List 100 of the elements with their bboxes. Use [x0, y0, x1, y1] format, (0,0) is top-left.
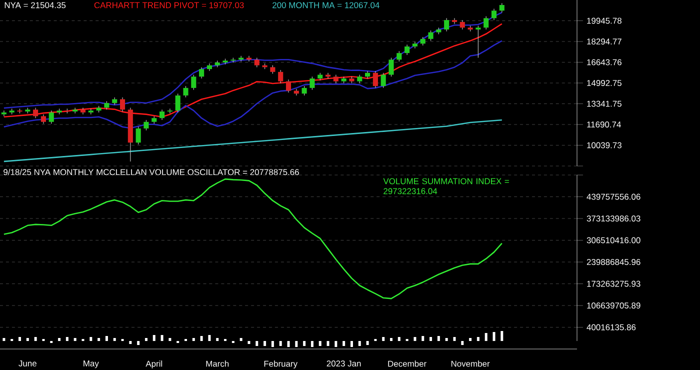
- candlestick: [310, 76, 315, 90]
- candlestick: [396, 50, 402, 62]
- bar: [90, 337, 92, 341]
- candlestick: [199, 66, 204, 79]
- candlestick: [388, 57, 394, 77]
- candlestick: [167, 108, 172, 114]
- bar: [264, 341, 266, 346]
- bar: [208, 335, 211, 341]
- bar: [326, 341, 330, 346]
- x-tick-label: November: [451, 360, 490, 367]
- bar: [152, 335, 156, 341]
- text: 200 MONTH MA = 12067.04: [272, 2, 380, 8]
- bar: [200, 336, 203, 341]
- line-series: [3, 178, 503, 300]
- bar: [144, 338, 148, 341]
- x-tick-label: May: [84, 360, 99, 368]
- y-tick-label: 13341.75: [587, 100, 622, 107]
- bar: [160, 335, 164, 341]
- candlestick: [476, 25, 481, 58]
- bar: [414, 337, 416, 341]
- bar: [129, 341, 132, 344]
- y-tick-label: 373133986.03: [586, 216, 640, 222]
- bar: [318, 341, 322, 346]
- bar: [500, 331, 504, 341]
- bar: [390, 338, 393, 341]
- x-tick-label: June: [18, 360, 36, 366]
- y-tick-label: 239886845.96: [586, 259, 640, 266]
- bar: [366, 341, 369, 345]
- bar: [358, 341, 361, 346]
- candlestick: [499, 2, 504, 13]
- candlestick: [1, 110, 6, 117]
- y-tick-label: 306510416.00: [586, 237, 640, 244]
- bar: [18, 337, 22, 341]
- x-tick-label: 2023 Jan: [326, 360, 361, 367]
- x-tick-label: April: [146, 360, 162, 368]
- bar: [137, 341, 140, 345]
- x-tick-label: March: [206, 360, 229, 367]
- candlestick: [254, 57, 260, 68]
- bar: [437, 336, 440, 341]
- candlestick: [286, 79, 292, 93]
- candlestick: [444, 18, 450, 32]
- bar: [382, 337, 385, 341]
- bar: [279, 341, 282, 346]
- bar: [469, 338, 472, 341]
- candlestick: [175, 93, 180, 113]
- y-tick-label: 40016135.86: [586, 324, 636, 330]
- bar: [492, 332, 496, 341]
- candlestick: [412, 41, 418, 49]
- bar: [26, 338, 29, 341]
- bar: [98, 338, 100, 341]
- candlestick: [136, 126, 141, 145]
- bar: [484, 333, 488, 341]
- bar: [168, 338, 172, 341]
- candlestick: [191, 74, 196, 90]
- chart-title: 9/18/25 NYA MONTHLY MCCLELLAN VOLUME OSCILLATOR = 20778875.66: [4, 168, 299, 176]
- bar: [58, 338, 61, 341]
- bar: [430, 337, 432, 341]
- bar: [216, 338, 219, 341]
- bar: [192, 338, 195, 341]
- y-tick-label: 16643.76: [587, 59, 622, 66]
- bar: [453, 337, 456, 341]
- bar: [445, 338, 448, 341]
- bar: [476, 337, 480, 341]
- y-tick-label: 173263275.93: [587, 280, 640, 287]
- bar: [342, 341, 346, 346]
- candlestick: [302, 86, 307, 96]
- candlestick: [428, 30, 434, 42]
- bar: [34, 337, 37, 341]
- candlestick: [160, 109, 165, 120]
- candlestick: [404, 44, 410, 56]
- bar: [398, 337, 400, 341]
- bar: [240, 338, 242, 341]
- candlestick: [33, 107, 38, 118]
- chart-title: NYA = 21504.35: [4, 2, 66, 8]
- y-tick-label: 10039.73: [587, 142, 622, 148]
- x-tick-label: December: [388, 360, 426, 367]
- bar: [256, 341, 258, 346]
- text: CARHARTT TREND PIVOT = 19707.03: [94, 2, 244, 8]
- bar: [303, 341, 306, 346]
- y-tick-label: 19945.78: [587, 18, 622, 24]
- candlestick: [452, 18, 458, 24]
- candlestick: [120, 97, 126, 112]
- y-tick-label: 11690.74: [587, 122, 621, 128]
- candlestick: [484, 16, 489, 30]
- candlestick: [460, 20, 465, 30]
- bar: [461, 341, 464, 345]
- candlestick: [325, 72, 331, 79]
- bar: [105, 336, 108, 341]
- y-tick-label: 439757556.06: [586, 194, 640, 200]
- candlestick: [40, 114, 46, 124]
- bar: [113, 338, 116, 341]
- candlestick: [80, 107, 86, 115]
- y-tick-label: 18294.77: [587, 38, 622, 44]
- y-tick-label: 106639705.89: [587, 302, 640, 309]
- candlestick: [380, 72, 386, 88]
- candlestick: [372, 70, 378, 88]
- bar: [66, 337, 68, 341]
- candlestick: [278, 70, 284, 84]
- bar: [2, 338, 6, 341]
- candlestick: [48, 110, 54, 124]
